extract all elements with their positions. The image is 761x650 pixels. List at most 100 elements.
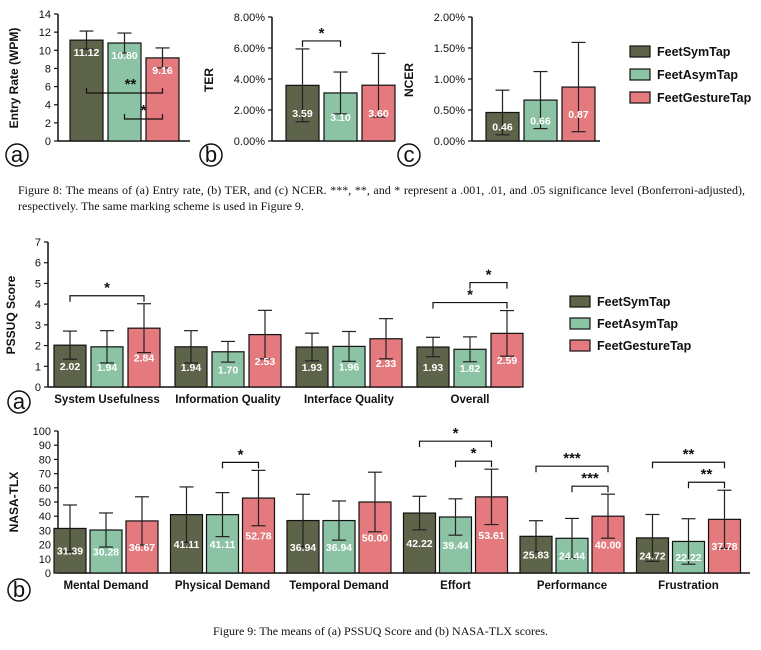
y-tick-label: 20 — [39, 540, 51, 552]
y-tick-label: 40 — [39, 511, 51, 523]
significance-bracket — [123, 114, 164, 120]
data-label: 40.00 — [595, 540, 621, 552]
data-label: 1.82 — [460, 363, 481, 375]
bar-FeetAsymTap — [211, 351, 245, 388]
y-tick-label: 60 — [39, 483, 51, 495]
data-label: 42.22 — [406, 538, 432, 550]
data-label: 9.16 — [152, 65, 173, 77]
legend-label: FeetGestureTap — [597, 339, 692, 353]
significance-bracket — [418, 440, 493, 448]
y-tick-label: 10 — [39, 45, 51, 57]
y-axis-title: NCER — [402, 63, 416, 97]
significance-bracket — [651, 461, 726, 469]
category-label: Mental Demand — [64, 580, 149, 592]
data-label: 1.94 — [181, 362, 202, 374]
bar-FeetAsymTap — [322, 519, 356, 574]
y-tick-label: 1.00% — [434, 74, 465, 86]
y-tick-label: 6 — [45, 82, 51, 94]
y-tick-label: 4 — [45, 100, 51, 112]
y-tick-label: 10 — [39, 554, 51, 566]
panel-letter: c — [404, 142, 415, 167]
legend-label: FeetSymTap — [597, 295, 671, 309]
legend-swatch-FeetGestureTap — [629, 91, 651, 104]
panel-letter-circle — [5, 143, 29, 167]
significance-mark: * — [453, 425, 459, 442]
data-label: 0.66 — [530, 116, 551, 128]
data-label: 52.78 — [245, 531, 271, 543]
data-label: 3.59 — [292, 108, 313, 120]
figure-8-caption: Figure 8: The means of (a) Entry rate, (… — [18, 183, 745, 213]
data-label: 24.44 — [559, 551, 585, 563]
y-tick-label: 14 — [39, 9, 51, 21]
data-label: 2.84 — [134, 353, 155, 365]
data-label: 2.02 — [60, 361, 81, 373]
significance-bracket — [687, 481, 726, 489]
data-label: 1.93 — [423, 362, 444, 374]
y-tick-label: 0.00% — [434, 136, 465, 148]
panel-letter: a — [13, 389, 26, 414]
y-tick-label: 2 — [35, 341, 41, 353]
significance-mark: * — [141, 102, 147, 119]
panel-letter: b — [13, 577, 25, 602]
legend-fig9: FeetSymTap FeetAsymTap FeetGestureTap — [569, 295, 692, 353]
legend-swatch-FeetAsymTap — [569, 317, 591, 330]
y-tick-label: 1 — [35, 361, 41, 373]
data-label: 2.53 — [255, 356, 276, 368]
data-label: 41.11 — [210, 539, 236, 551]
y-tick-label: 7 — [35, 237, 41, 249]
bar-FeetAsymTap — [107, 42, 142, 142]
y-tick-label: 4 — [35, 299, 41, 311]
significance-mark: *** — [581, 470, 599, 487]
significance-bracket — [535, 465, 609, 473]
legend-swatch-FeetAsymTap — [629, 68, 651, 81]
category-label: Overall — [451, 394, 490, 406]
y-axis-title: Entry Rate (WPM) — [7, 28, 21, 129]
data-label: 53.61 — [478, 530, 504, 542]
panel-letter-circle — [7, 390, 31, 414]
significance-mark: * — [471, 445, 477, 462]
y-tick-label: 0 — [45, 568, 51, 580]
y-tick-label: 8 — [45, 63, 51, 75]
y-tick-label: 90 — [39, 440, 51, 452]
y-tick-label: 2 — [45, 118, 51, 130]
data-label: 11.12 — [74, 47, 100, 59]
chart-ncer: 0.00% 0.50% 1.00% 1.50% 2.00% NCER c 0.46 0.66 0.… — [397, 12, 600, 167]
y-tick-label: 1.50% — [434, 43, 465, 55]
panel-letter-circle — [199, 143, 223, 167]
y-axis-title: PSSUQ Score — [4, 275, 18, 354]
y-tick-label: 4.00% — [234, 74, 265, 86]
y-tick-label: 8.00% — [234, 12, 265, 24]
legend-label: FeetAsymTap — [597, 317, 678, 331]
y-tick-label: 0.00% — [234, 136, 265, 148]
significance-mark: * — [319, 25, 325, 42]
chart-entry-rate: 0 2 4 6 8 10 12 14 Entry Rate (WPM) a 11.12 10.80 9.… — [5, 9, 190, 167]
significance-mark: ** — [701, 466, 713, 483]
legend-label: FeetGestureTap — [657, 91, 752, 105]
legend-fig8: FeetSymTap FeetAsymTap FeetGestureTap — [629, 45, 752, 105]
data-label: 36.94 — [290, 542, 316, 554]
significance-bracket — [85, 88, 164, 94]
legend-label: FeetSymTap — [657, 45, 731, 59]
data-label: 0.46 — [492, 122, 513, 134]
significance-bracket — [221, 461, 260, 469]
significance-mark: ** — [683, 446, 695, 463]
data-label: 3.60 — [368, 108, 389, 120]
significance-bracket — [469, 281, 508, 289]
bar-FeetAsymTap — [453, 348, 487, 388]
data-label: 50.00 — [362, 533, 388, 545]
y-tick-label: 0.50% — [434, 105, 465, 117]
data-label: 30.28 — [93, 547, 119, 559]
data-label: 10.80 — [111, 50, 137, 62]
chart-pssuq: 0 1 2 3 4 5 6 7 PSSUQ Score a 2.02 1.94 2.84 System U… — [4, 237, 524, 414]
legend-swatch-FeetSymTap — [629, 45, 651, 58]
data-label: 36.67 — [129, 542, 155, 554]
category-label: System Usefulness — [54, 394, 159, 406]
y-tick-label: 80 — [39, 454, 51, 466]
significance-bracket — [301, 40, 342, 47]
y-tick-label: 5 — [35, 278, 41, 290]
data-label: 0.87 — [568, 109, 589, 121]
chart-nasa-tlx: 0 10 20 30 40 50 60 70 80 90 100 NASA-TLX b 31.39 30.2… — [7, 425, 750, 602]
significance-bracket — [454, 460, 493, 468]
category-label: Information Quality — [175, 394, 281, 406]
panel-letter-circle — [397, 143, 421, 167]
